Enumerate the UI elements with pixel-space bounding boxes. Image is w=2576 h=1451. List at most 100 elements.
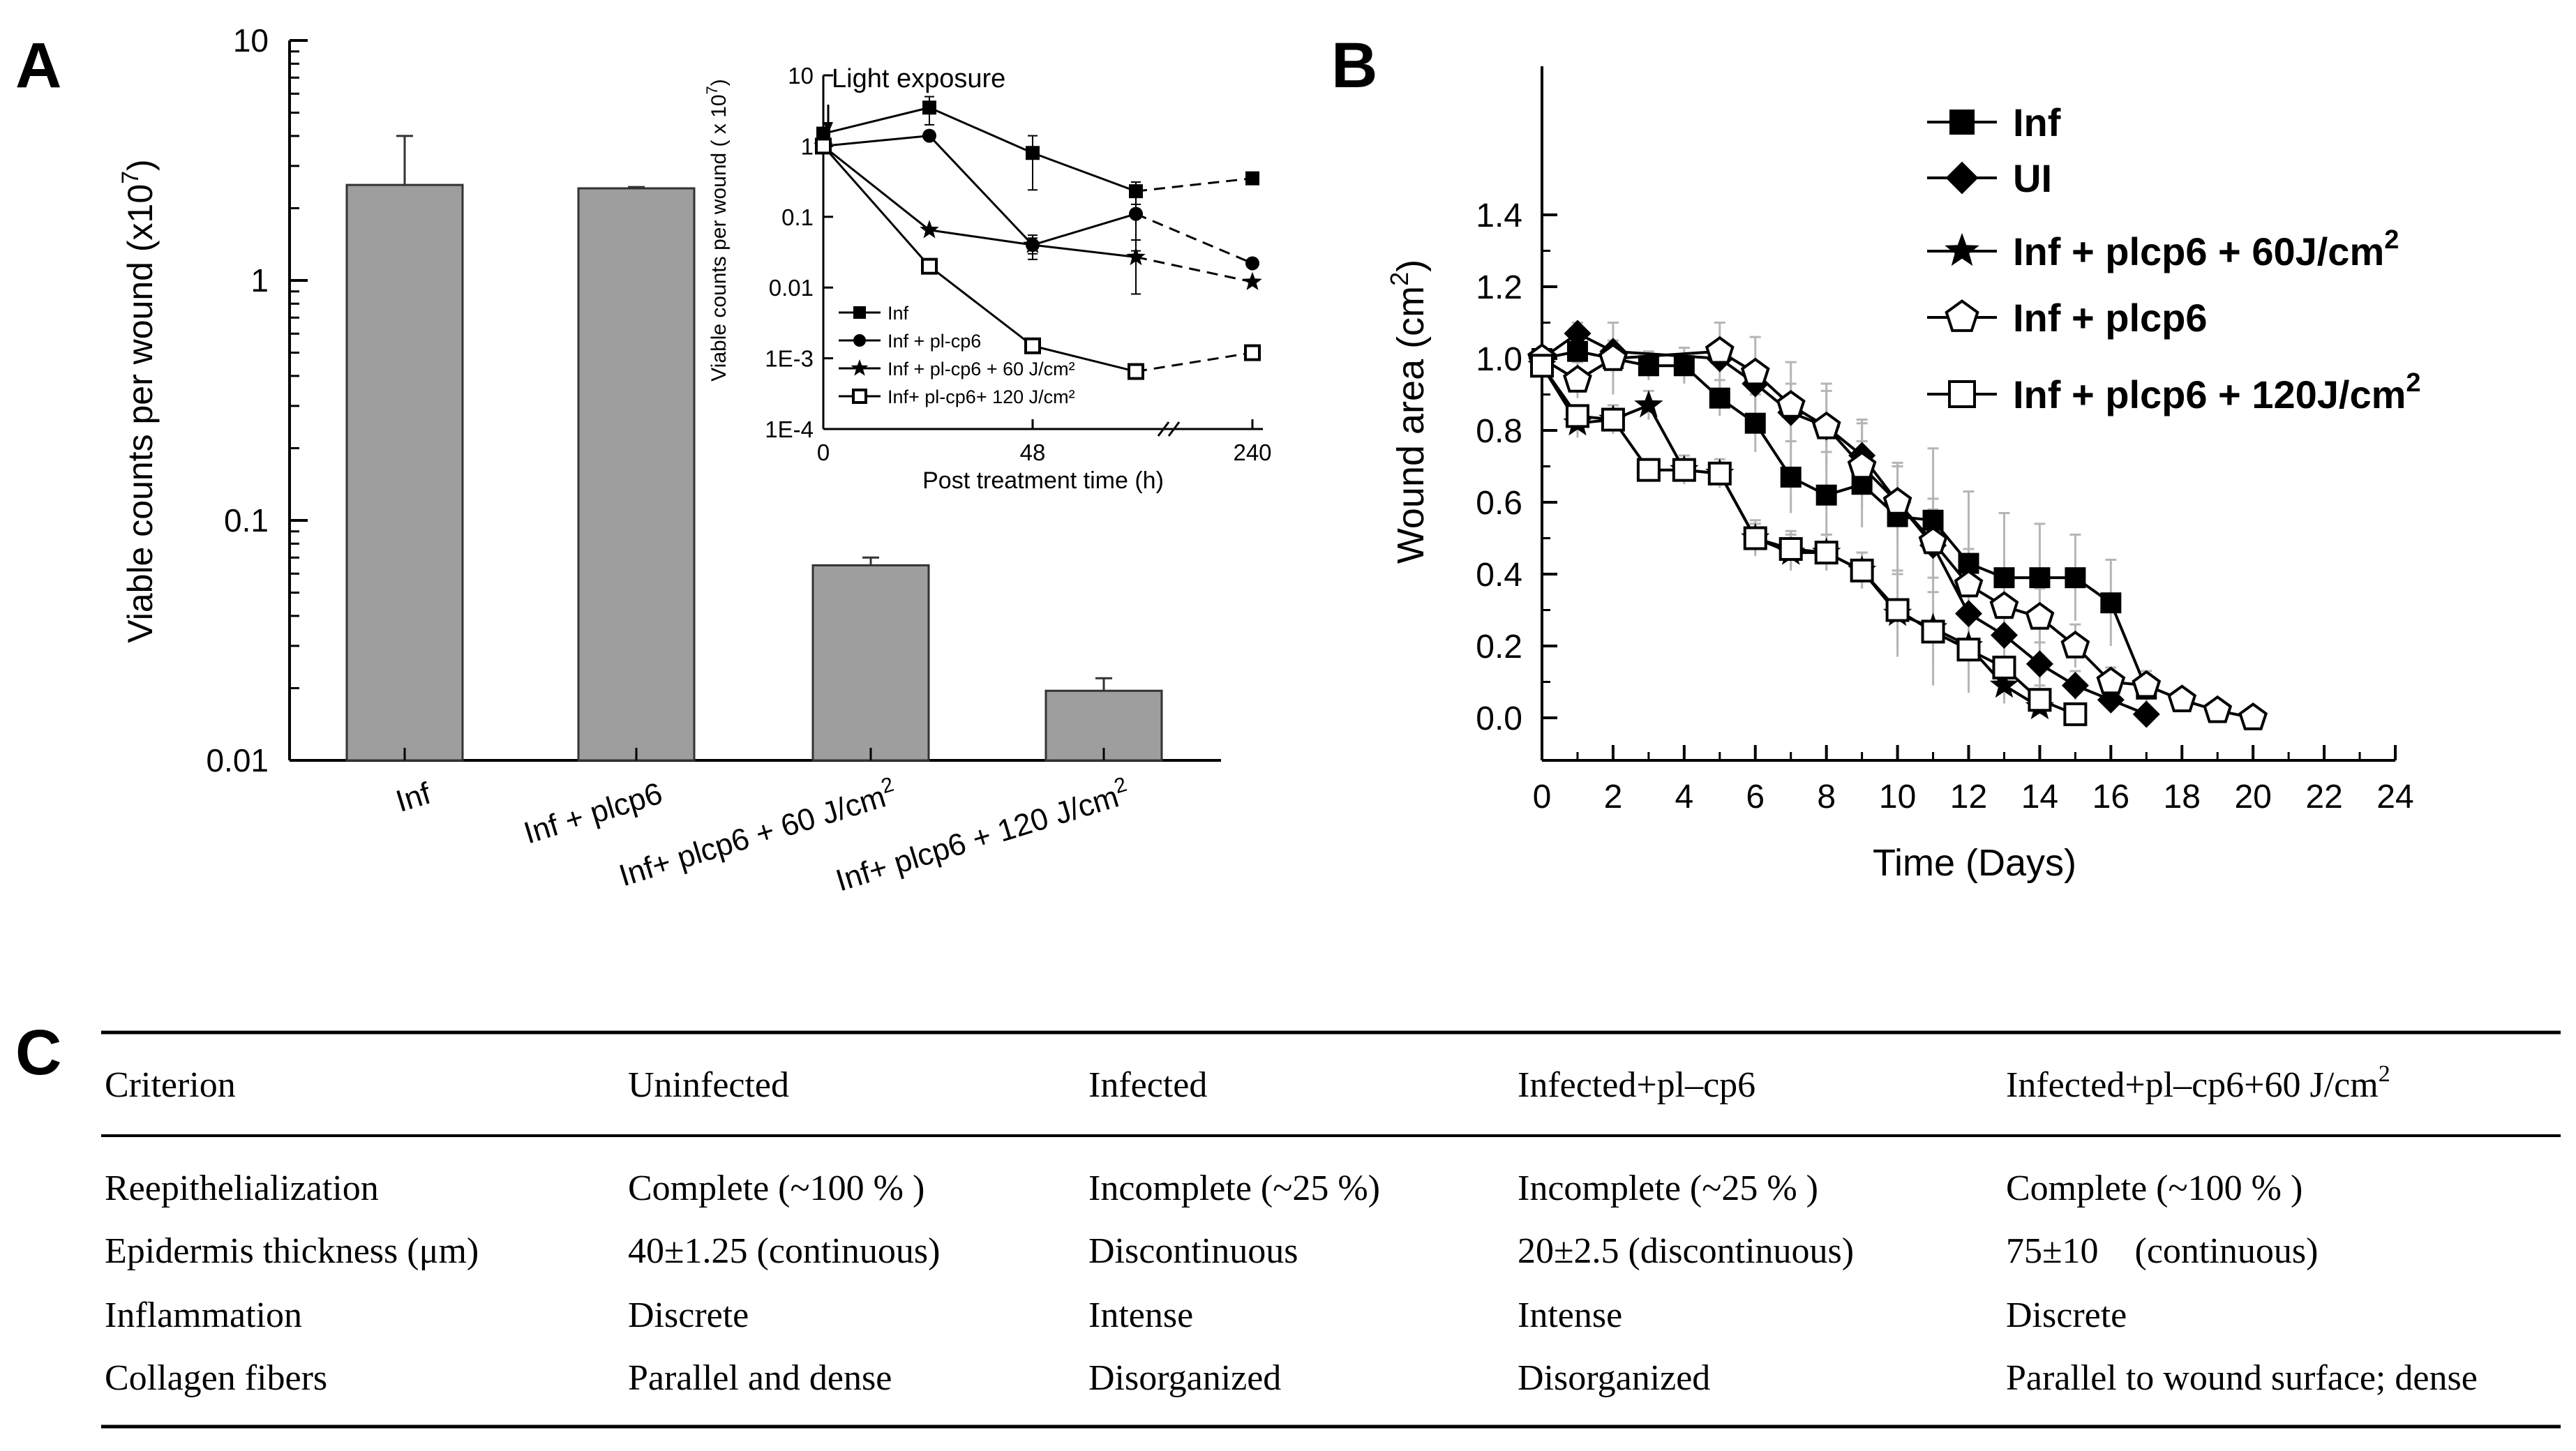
y-tick-label: 1.0	[1476, 341, 1522, 378]
inset-legend-marker	[852, 389, 867, 404]
data-point	[2132, 670, 2162, 698]
table-cell: Complete (~100 % )	[2006, 1168, 2302, 1208]
legend-label-text: Inf + plcp6	[2013, 296, 2208, 340]
x-tick-label: 0	[1533, 779, 1552, 815]
table-cell: 40±1.25 (continuous)	[628, 1231, 940, 1271]
inset-point	[1126, 247, 1146, 266]
data-point	[1847, 451, 1877, 479]
data-point	[2025, 650, 2053, 678]
legend-label: Inf + plcp6 + 120J/cm2	[2013, 368, 2421, 416]
data-point	[1955, 600, 1982, 628]
legend-label: UI	[2013, 156, 2052, 200]
inset-series-line	[823, 145, 930, 231]
series-line	[1541, 365, 2076, 716]
y-tick-label: 0.2	[1476, 629, 1522, 666]
inset-legend-label: Inf+ pl-cp6+ 120 J/cm²	[888, 386, 1075, 407]
data-point	[1743, 526, 1767, 550]
inset-x-tick-label: 0	[817, 439, 830, 465]
x-tick-label: 18	[2164, 779, 2201, 815]
table-header-cell: Uninfected	[628, 1065, 789, 1105]
panel-b-line-chart: 1.41.21.00.80.60.40.20.0 0 2 4 6 8 10 12 14 16 18…	[1385, 66, 2421, 884]
inset-point	[815, 137, 832, 155]
inset-point	[921, 257, 938, 275]
panel-a-y-axis-title: Viable counts per wound (x107)	[117, 159, 160, 642]
legend-marker	[1948, 380, 1976, 408]
table-cell: Intense	[1518, 1295, 1622, 1335]
inset-series-line	[1032, 213, 1137, 246]
x-tick-label: 20	[2234, 779, 2271, 815]
inset-y-tick-label: 1E-4	[765, 416, 814, 442]
data-point	[1990, 622, 2018, 649]
inset-legend-label: Inf + pl-cp6 + 60 J/cm²	[888, 359, 1075, 379]
inset-point	[816, 126, 830, 141]
data-point	[2238, 702, 2268, 730]
panel-b-x-ticks: 0 2 4 6 8 10 12 14 16 18 20 22 24	[1533, 745, 2414, 815]
inset-point	[1023, 234, 1042, 253]
data-point	[1565, 404, 1589, 428]
data-point	[1634, 390, 1663, 418]
data-point	[1989, 670, 2019, 698]
data-point	[1811, 411, 1841, 439]
table-header-row: Criterion Uninfected Infected Infected+pl–c…	[105, 1061, 2390, 1105]
table-cell: Collagen fibers	[105, 1358, 327, 1398]
panel-b-x-axis-title: Time (Days)	[1873, 842, 2076, 884]
data-point	[1993, 567, 2015, 589]
inset-series-line	[822, 145, 931, 267]
inset-series-line	[1135, 177, 1253, 193]
legend-marker	[1945, 161, 1979, 195]
data-point	[2028, 688, 2052, 712]
x-tick-label: 22	[2305, 779, 2342, 815]
data-point	[1850, 558, 1874, 582]
data-point	[1776, 390, 1806, 418]
table-cell: Discontinuous	[1088, 1231, 1298, 1271]
legend-label-superscript: 2	[2406, 368, 2420, 398]
inset-y-axis-title: Viable counts per wound ( x 107)	[703, 79, 731, 382]
data-point	[2203, 695, 2233, 723]
table-header-text: Infected+pl–cp6+60 J/cm	[2006, 1065, 2379, 1105]
inset-point	[1026, 146, 1040, 160]
inset-point	[920, 220, 939, 239]
data-point	[2096, 666, 2126, 695]
data-point	[1707, 461, 1732, 486]
x-tick-label: Inf + plcp6	[520, 776, 666, 851]
legend-label-text: Inf + plcp6 + 120J/cm	[2013, 373, 2406, 416]
inset-y-tick-label: 0.1	[781, 204, 814, 230]
y-tick-label: 0.1	[224, 502, 269, 539]
table-cell: Disorganized	[1518, 1358, 1710, 1398]
data-point	[2063, 702, 2088, 726]
inset-x-axis-title: Post treatment time (h)	[922, 467, 1164, 494]
x-tick-label: 10	[1879, 779, 1916, 815]
data-point	[2060, 631, 2090, 659]
inset-series-line	[1135, 213, 1253, 264]
legend-label: Inf + plcp6	[2013, 296, 2208, 340]
panel-a-inset-line-chart: 10 1 0.1 0.01 1E-3 1E-4 0 48 240 Post treatment…	[703, 63, 1272, 494]
data-point	[1885, 598, 1910, 622]
inset-y-ticks: 10 1 0.1 0.01 1E-3 1E-4	[765, 63, 833, 442]
y-tick-label: 1.4	[1476, 197, 1522, 234]
x-tick-label: 2	[1604, 779, 1623, 815]
data-point	[1815, 484, 1837, 506]
legend-label-text: Inf + plcp6 + 60J/cm	[2013, 230, 2384, 273]
legend-label-text: UI	[2013, 156, 2052, 200]
x-tick-label: 24	[2376, 779, 2413, 815]
data-point	[1636, 458, 1661, 482]
data-point	[1601, 407, 1625, 432]
data-point	[1672, 458, 1696, 482]
legend-marker	[1945, 232, 1979, 266]
data-point	[1638, 355, 1659, 377]
inset-x-tick-label: 240	[1233, 439, 1271, 465]
inset-point	[922, 128, 936, 143]
panel-b-letter: B	[1331, 30, 1377, 101]
inset-legend-marker	[853, 306, 866, 319]
inset-series-line	[1135, 255, 1253, 283]
table-header-cell: Infected+pl–cp6+60 J/cm2	[2006, 1061, 2390, 1105]
inset-series-line	[823, 135, 930, 147]
panel-c-letter: C	[15, 1017, 61, 1088]
data-point	[1954, 569, 1984, 598]
bar	[811, 564, 930, 762]
data-point	[1992, 655, 2016, 679]
data-point	[2132, 700, 2160, 728]
